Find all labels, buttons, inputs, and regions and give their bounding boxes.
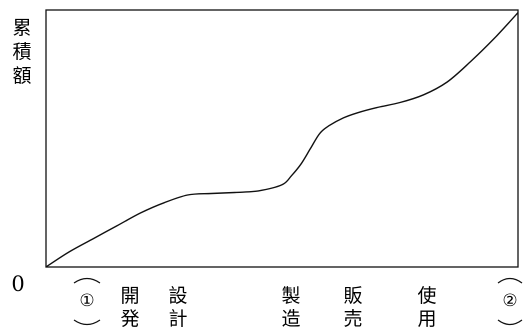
stage-label-sekkei-2: 計 (168, 308, 187, 330)
left-marker-bracket-bottom (73, 319, 101, 326)
y-axis-label-char-1: 累 (12, 17, 31, 39)
stage-label-seizou-2: 造 (281, 308, 300, 330)
plot-frame (45, 9, 519, 268)
stage-label-kaihatsu-1: 開 (120, 285, 139, 307)
right-marker-bracket-bottom (497, 319, 523, 326)
right-marker: ② (502, 291, 517, 311)
stage-label-kaihatsu-2: 発 (120, 308, 139, 330)
stage-label-shiyou-1: 使 (417, 285, 436, 307)
y-axis-label-char-2: 積 (12, 41, 31, 63)
stage-label-hanbai-2: 売 (343, 308, 362, 330)
stage-label-shiyou-2: 用 (417, 308, 436, 330)
left-marker: ① (79, 291, 94, 311)
y-axis-label-char-3: 額 (12, 65, 31, 87)
stage-label-seizou-1: 製 (281, 285, 300, 307)
right-marker-bracket-top (497, 277, 523, 284)
stage-label-sekkei-1: 設 (168, 285, 187, 307)
cumulative-cost-line (45, 12, 519, 268)
origin-label: 0 (11, 272, 24, 296)
stage-label-hanbai-1: 販 (343, 285, 362, 307)
left-marker-bracket-top (73, 277, 101, 284)
